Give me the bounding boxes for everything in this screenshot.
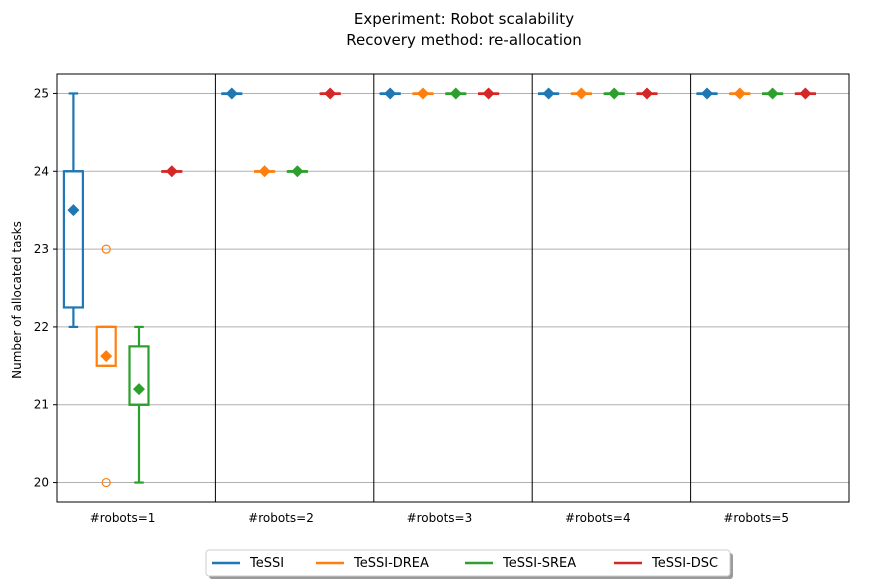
- box: [128, 345, 150, 406]
- box-tessi-dsc: [636, 87, 658, 100]
- box-series: [62, 87, 817, 488]
- legend-label: TeSSI-DREA: [353, 556, 429, 571]
- y-tick-label: 22: [34, 320, 49, 334]
- box-tessi: [537, 87, 560, 100]
- legend-label: TeSSI: [249, 556, 284, 571]
- legend-item: TeSSI-SREA: [465, 556, 576, 571]
- group-label: #robots=2: [248, 511, 314, 525]
- group-label: #robots=1: [90, 511, 156, 525]
- mean-marker: [133, 383, 145, 396]
- box-tessi-drea: [729, 87, 751, 100]
- mean-marker: [384, 87, 397, 100]
- mean-marker: [733, 87, 746, 100]
- gridlines: [57, 92, 849, 484]
- mean-marker: [575, 87, 588, 100]
- legend: TeSSI TeSSI-DREA TeSSI-SREA TeSSI-DSC: [205, 549, 733, 579]
- box-tessi-srea: [286, 165, 308, 178]
- mean-marker: [701, 87, 713, 100]
- box-tessi-drea: [412, 87, 434, 100]
- plot-frame: [56, 73, 850, 503]
- legend-label: TeSSI-SREA: [502, 556, 576, 571]
- mean-marker: [608, 87, 621, 100]
- y-tick-label: 24: [34, 164, 49, 178]
- group-dividers: [214, 74, 692, 502]
- chart-subtitle: Recovery method: re-allocation: [346, 31, 581, 49]
- mean-marker: [641, 87, 653, 100]
- legend-item: TeSSI-DSC: [614, 556, 718, 571]
- y-tick-label: 25: [34, 86, 49, 100]
- mean-marker: [482, 87, 495, 100]
- group-label: #robots=4: [565, 511, 631, 525]
- box-tessi-drea: [95, 244, 117, 488]
- mean-marker: [165, 165, 178, 178]
- y-ticks: 20 21 22 23 24 25: [34, 86, 57, 490]
- mean-marker: [766, 87, 779, 100]
- mean-marker: [100, 350, 113, 363]
- y-tick-label: 21: [34, 398, 49, 412]
- outlier-point: [101, 477, 111, 488]
- box-tessi-dsc: [319, 87, 341, 100]
- mean-marker: [291, 165, 304, 178]
- box-tessi-srea: [761, 87, 784, 100]
- box-tessi: [379, 87, 401, 100]
- box-tessi-srea: [603, 87, 625, 100]
- box-tessi-drea: [570, 87, 593, 100]
- y-axis-label: Number of allocated tasks: [10, 221, 24, 379]
- box: [62, 170, 85, 309]
- legend-item: TeSSI: [212, 556, 284, 571]
- box-tessi-drea: [254, 165, 276, 178]
- legend-label: TeSSI-DSC: [651, 556, 718, 571]
- y-tick-label: 20: [34, 476, 49, 490]
- mean-marker: [258, 165, 271, 178]
- mean-marker: [225, 87, 238, 100]
- box-tessi-dsc: [161, 165, 183, 178]
- y-tick-label: 23: [34, 242, 49, 256]
- box-tessi: [62, 92, 85, 329]
- box-tessi-srea: [445, 87, 467, 100]
- mean-marker: [67, 204, 80, 217]
- box-tessi: [696, 87, 718, 100]
- group-label: #robots=5: [723, 511, 789, 525]
- outlier-point: [101, 244, 111, 254]
- mean-marker: [417, 87, 429, 100]
- legend-item: TeSSI-DREA: [316, 556, 429, 571]
- box-tessi-dsc: [794, 87, 817, 100]
- chart-title: Experiment: Robot scalability: [354, 10, 574, 28]
- mean-marker: [324, 87, 337, 100]
- mean-marker: [449, 87, 462, 100]
- group-label: #robots=3: [407, 511, 473, 525]
- box-tessi-srea: [128, 325, 150, 484]
- box-tessi: [221, 87, 243, 100]
- mean-marker: [799, 87, 812, 100]
- group-labels: #robots=1 #robots=2 #robots=3 #robots=4 #rob…: [90, 511, 789, 525]
- box-tessi-dsc: [478, 87, 500, 100]
- mean-marker: [542, 87, 555, 100]
